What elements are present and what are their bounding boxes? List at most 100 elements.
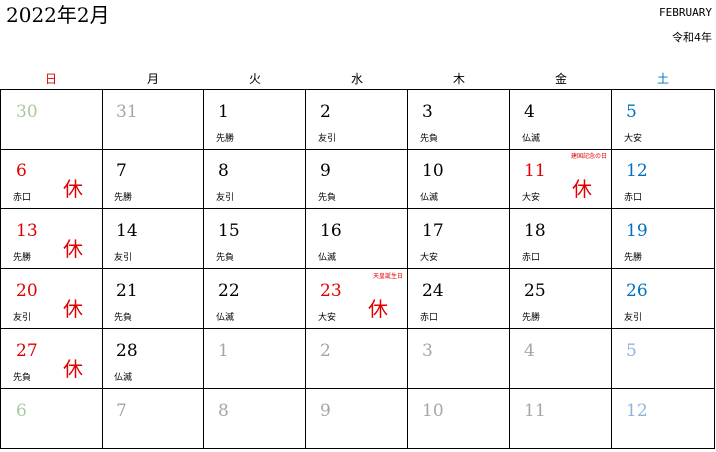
calendar-day-cell[interactable]: 3 [408,329,510,389]
calendar-day-cell[interactable]: 17 大安 [408,209,510,269]
calendar-day-cell[interactable]: 23 大安 休 天皇誕生日 [306,269,408,329]
calendar-day-cell[interactable]: 14 友引 [102,209,204,269]
day-number: 9 [320,161,331,181]
day-number: 27 [16,341,38,361]
rokuyo-label: 赤口 [420,313,439,323]
day-number: 11 [524,161,546,181]
rokuyo-label: 先勝 [522,313,541,323]
rokuyo-label: 友引 [216,193,235,203]
calendar-day-cell[interactable]: 21 先負 [102,269,204,329]
calendar-day-cell[interactable]: 3 先負 [408,89,510,150]
calendar-day-cell[interactable]: 12 [612,389,715,449]
calendar-day-cell[interactable]: 30 [0,89,103,150]
rokuyo-label: 先負 [318,193,337,203]
rokuyo-label: 友引 [624,313,643,323]
calendar-day-cell[interactable]: 20 友引 休 [0,269,103,329]
day-number: 9 [320,401,331,421]
rokuyo-label: 先勝 [13,253,32,263]
calendar-day-cell[interactable]: 10 仏滅 [408,149,510,209]
calendar-day-cell[interactable]: 6 [0,389,103,449]
day-number: 30 [16,102,38,122]
calendar-day-cell[interactable]: 8 友引 [204,149,306,209]
calendar-day-cell[interactable]: 9 [306,389,408,449]
rokuyo-label: 友引 [13,313,32,323]
calendar-day-cell[interactable]: 4 [510,329,612,389]
era-year-label: 令和4年 [672,31,712,44]
holiday-rest-mark: 休 [63,237,83,261]
day-number: 19 [626,221,648,241]
day-number: 8 [218,161,229,181]
rokuyo-label: 赤口 [13,193,32,203]
calendar-day-cell[interactable]: 6 赤口 休 [0,149,103,209]
calendar-day-cell[interactable]: 24 赤口 [408,269,510,329]
day-number: 3 [422,102,433,122]
calendar-day-cell[interactable]: 7 先勝 [102,149,204,209]
calendar-day-cell[interactable]: 22 仏滅 [204,269,306,329]
rokuyo-label: 仏滅 [216,313,235,323]
calendar-title: 2022年2月 [6,3,110,27]
calendar-day-cell[interactable]: 26 友引 [612,269,715,329]
calendar-day-cell[interactable]: 27 先負 休 [0,329,103,389]
calendar-day-cell[interactable]: 2 友引 [306,89,408,150]
calendar-day-cell[interactable]: 5 大安 [612,89,715,150]
holiday-rest-mark: 休 [63,297,83,321]
rokuyo-label: 大安 [318,313,337,323]
calendar-day-cell[interactable]: 19 先勝 [612,209,715,269]
day-number: 15 [218,221,240,241]
calendar-day-cell[interactable]: 7 [102,389,204,449]
weekday-wednesday: 水 [350,72,363,86]
rokuyo-label: 先勝 [624,253,643,263]
holiday-rest-mark: 休 [368,297,388,321]
day-number: 4 [524,341,535,361]
holiday-rest-mark: 休 [63,177,83,201]
month-english-label: FEBRUARY [659,6,712,19]
day-number: 10 [422,401,444,421]
rokuyo-label: 仏滅 [522,134,541,144]
calendar-day-cell[interactable]: 13 先勝 休 [0,209,103,269]
rokuyo-label: 大安 [624,134,643,144]
calendar-day-cell[interactable]: 4 仏滅 [510,89,612,150]
calendar-day-cell[interactable]: 5 [612,329,715,389]
day-number: 18 [524,221,546,241]
calendar-day-cell[interactable]: 8 [204,389,306,449]
calendar-day-cell[interactable]: 2 [306,329,408,389]
rokuyo-label: 赤口 [522,253,541,263]
holiday-rest-mark: 休 [63,357,83,381]
calendar-day-cell[interactable]: 16 仏滅 [306,209,408,269]
day-number: 16 [320,221,342,241]
calendar-day-cell[interactable]: 1 先勝 [204,89,306,150]
day-number: 14 [116,221,138,241]
day-number: 11 [524,401,546,421]
day-number: 12 [626,401,648,421]
calendar-day-cell[interactable]: 1 [204,329,306,389]
calendar-day-cell[interactable]: 12 赤口 [612,149,715,209]
calendar-day-cell[interactable]: 31 [102,89,204,150]
calendar-day-cell[interactable]: 9 先負 [306,149,408,209]
day-number: 25 [524,281,546,301]
day-number: 31 [116,102,138,122]
day-number: 20 [16,281,38,301]
calendar-day-cell[interactable]: 18 赤口 [510,209,612,269]
calendar-day-cell[interactable]: 15 先負 [204,209,306,269]
day-number: 6 [16,161,27,181]
calendar-day-cell[interactable]: 11 [510,389,612,449]
day-number: 28 [116,341,138,361]
day-number: 23 [320,281,342,301]
day-number: 5 [626,102,637,122]
calendar-day-cell[interactable]: 11 大安 休 建国記念の日 [510,149,612,209]
calendar-day-cell[interactable]: 25 先勝 [510,269,612,329]
day-number: 13 [16,221,38,241]
calendar-day-cell[interactable]: 10 [408,389,510,449]
rokuyo-label: 友引 [318,134,337,144]
day-number: 24 [422,281,444,301]
rokuyo-label: 大安 [420,253,439,263]
calendar-grid: 30 31 1 先勝 2 友引 3 先負 4 仏滅 5 大安 6 赤口休 7 先勝 8 友引 9 先負 10 仏滅 11 大安… [0,89,715,449]
calendar-day-cell[interactable]: 28 仏滅 [102,329,204,389]
rokuyo-label: 先勝 [216,134,235,144]
day-number: 1 [218,102,229,122]
rokuyo-label: 大安 [522,193,541,203]
weekday-tuesday: 火 [248,72,261,86]
day-number: 7 [116,401,127,421]
rokuyo-label: 先負 [13,373,32,383]
rokuyo-label: 友引 [114,253,133,263]
